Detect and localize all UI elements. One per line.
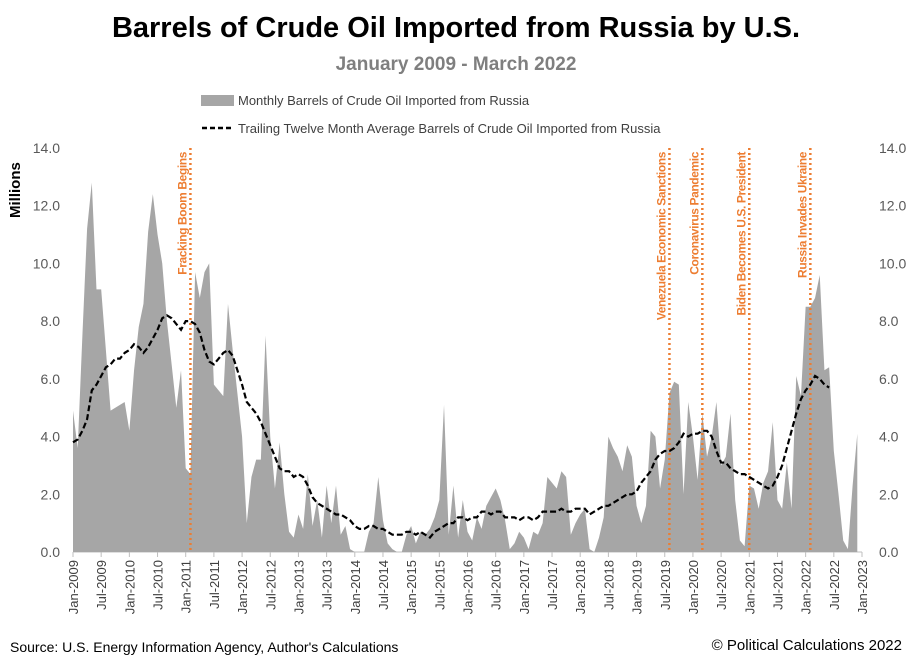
legend-label-ttm: Trailing Twelve Month Average Barrels of…	[238, 121, 661, 136]
x-tick-label: Jan-2011	[179, 560, 194, 613]
y-tick-label-left: 2.0	[41, 486, 61, 502]
chart-title: Barrels of Crude Oil Imported from Russi…	[111, 12, 801, 44]
y-tick-label-left: 6.0	[41, 371, 61, 387]
x-tick-label: Jul-2012	[263, 560, 278, 610]
x-tick-label: Jul-2022	[827, 560, 842, 610]
x-tick-label: Jul-2020	[714, 560, 729, 610]
x-tick-label: Jan-2019	[630, 560, 645, 614]
ttm-average-line	[72, 314, 830, 540]
y-tick-label-right: 0.0	[879, 544, 899, 560]
y-tick-label-right: 12.0	[879, 198, 906, 214]
copyright-note: © Political Calculations 2022	[711, 637, 902, 654]
y-tick-label-right: 14.0	[879, 140, 906, 156]
y-tick-label-right: 6.0	[879, 371, 899, 387]
event-label: Venezuela Economic Sanctions	[654, 151, 668, 320]
x-tick-label: Jan-2023	[855, 560, 870, 614]
x-tick-label: Jan-2012	[235, 560, 250, 614]
x-tick-label: Jul-2018	[601, 560, 616, 610]
x-tick-label: Jan-2010	[122, 560, 137, 614]
x-tick-label: Jan-2013	[291, 560, 306, 614]
x-tick-label: Jul-2016	[489, 560, 504, 610]
legend-swatch-monthly	[201, 95, 234, 106]
x-tick-label: Jan-2022	[799, 560, 814, 614]
y-tick-label-left: 0.0	[41, 544, 61, 560]
event-label: Fracking Boom Begins	[175, 151, 189, 274]
y-tick-label-right: 4.0	[879, 429, 899, 445]
y-tick-label-left: 12.0	[33, 198, 60, 214]
source-note: Source: U.S. Energy Information Agency, …	[10, 639, 399, 655]
x-tick-label: Jul-2021	[770, 560, 785, 610]
y-tick-label-right: 8.0	[879, 313, 899, 329]
x-tick-label: Jan-2015	[404, 560, 419, 614]
x-tick-label: Jan-2016	[461, 560, 476, 614]
event-label: Coronavirus Pandemic	[687, 151, 701, 274]
chart-subtitle: January 2009 - March 2022	[335, 54, 577, 75]
x-tick-label: Jul-2010	[151, 560, 166, 610]
y-tick-label-right: 10.0	[879, 255, 906, 271]
x-tick-label: Jul-2015	[432, 560, 447, 610]
x-tick-label: Jul-2011	[207, 560, 222, 609]
x-tick-label: Jul-2017	[545, 560, 560, 610]
x-tick-label: Jul-2014	[376, 560, 391, 610]
y-tick-label-left: 14.0	[33, 140, 60, 156]
y-tick-label-left: 4.0	[41, 429, 61, 445]
y-tick-label-left: 10.0	[33, 255, 60, 271]
x-tick-label: Jan-2014	[348, 560, 363, 614]
legend-swatch-ttm	[202, 126, 234, 130]
legend-label-monthly: Monthly Barrels of Crude Oil Imported fr…	[238, 93, 530, 108]
event-label: Biden Becomes U.S. President	[734, 152, 748, 316]
x-tick-label: Jul-2013	[320, 560, 335, 610]
x-tick-label: Jan-2020	[686, 560, 701, 614]
x-tick-label: Jul-2009	[94, 560, 109, 610]
event-label: Russia Invades Ukraine	[795, 151, 809, 278]
y-tick-label-right: 2.0	[879, 486, 899, 502]
x-tick-label: Jan-2021	[742, 560, 757, 614]
x-tick-label: Jan-2017	[517, 560, 532, 614]
y-tick-label-left: 8.0	[41, 313, 61, 329]
monthly-imports-area	[73, 182, 858, 552]
x-tick-label: Jan-2009	[66, 560, 81, 614]
x-tick-label: Jul-2019	[658, 560, 673, 610]
x-tick-label: Jan-2018	[573, 560, 588, 614]
